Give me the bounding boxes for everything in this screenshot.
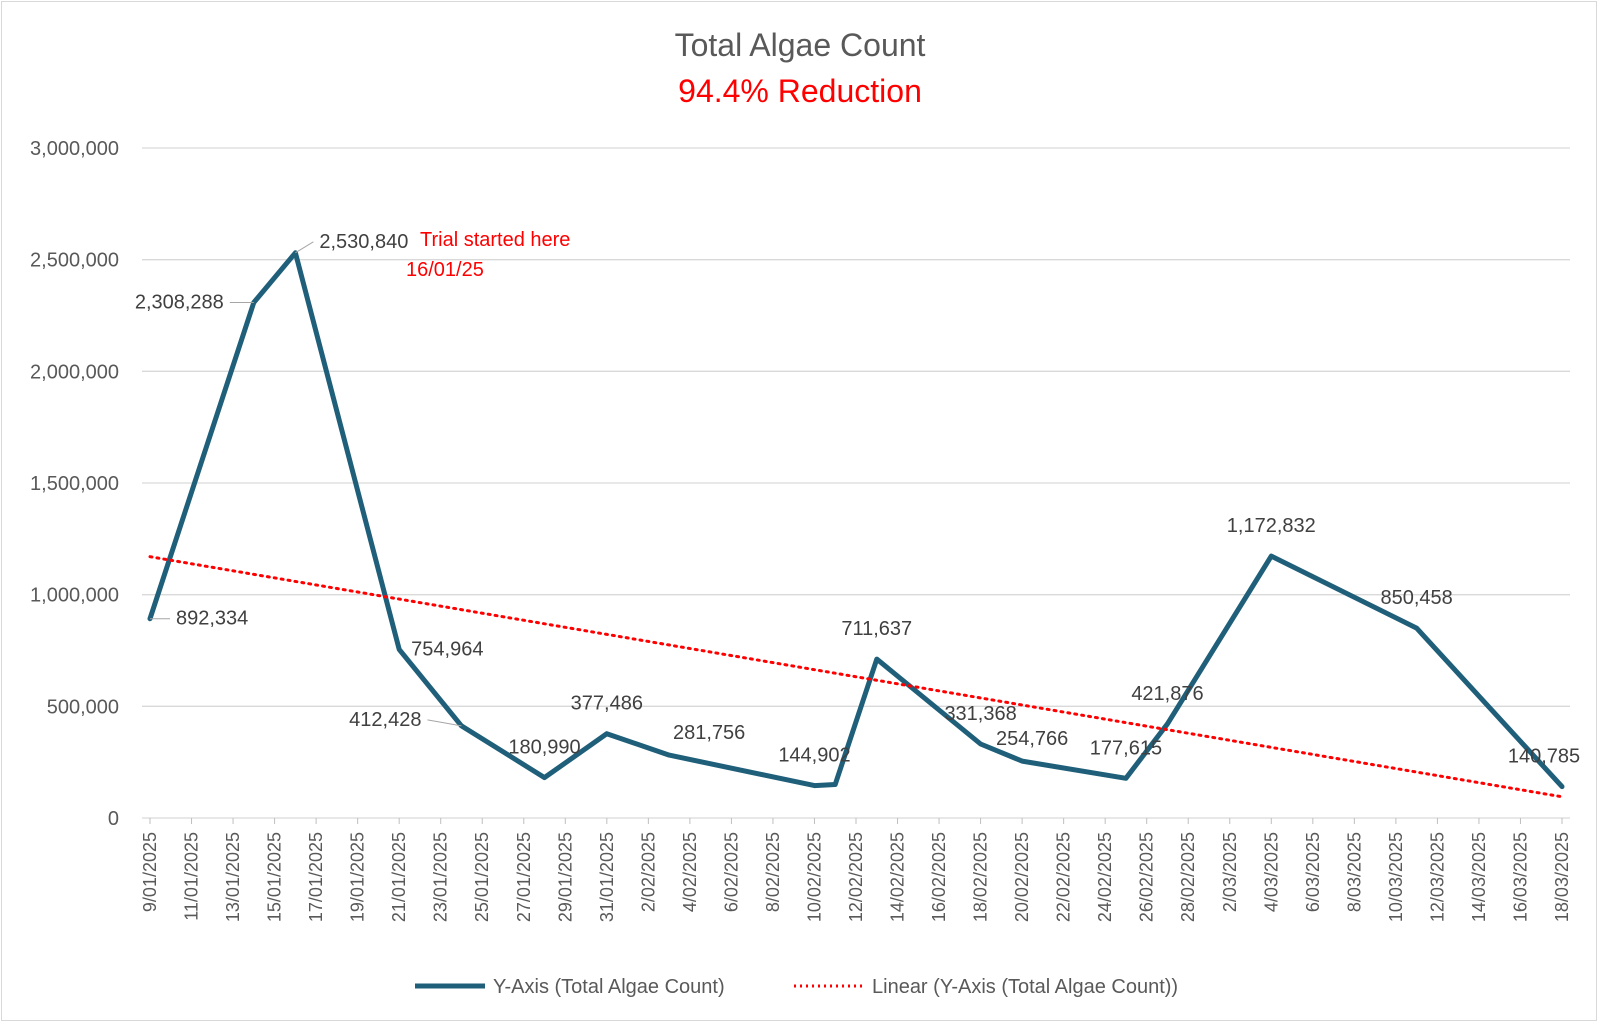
data-label: 144,902 bbox=[778, 745, 850, 767]
data-label-leader bbox=[427, 719, 462, 727]
data-label: 254,766 bbox=[996, 728, 1068, 750]
x-tick-label: 17/01/2025 bbox=[306, 832, 326, 922]
trendline-linear bbox=[148, 555, 1564, 799]
data-label: 711,637 bbox=[841, 618, 912, 640]
x-tick-label: 23/01/2025 bbox=[431, 832, 451, 922]
series-layer bbox=[147, 250, 1565, 799]
x-tick-label: 28/02/2025 bbox=[1178, 832, 1198, 922]
data-label: 754,964 bbox=[411, 638, 483, 660]
x-tick-label: 9/01/2025 bbox=[140, 832, 160, 912]
chart-title: Total Algae Count bbox=[675, 27, 926, 63]
legend-label-series: Y-Axis (Total Algae Count) bbox=[493, 976, 725, 998]
data-label: 377,486 bbox=[571, 693, 643, 715]
x-tick-label: 8/02/2025 bbox=[763, 832, 783, 912]
legend: Y-Axis (Total Algae Count) Linear (Y-Axi… bbox=[415, 976, 1178, 998]
x-tick-label: 12/02/2025 bbox=[846, 832, 866, 922]
data-label: 892,334 bbox=[176, 608, 248, 630]
x-tick-label: 2/02/2025 bbox=[638, 832, 658, 912]
y-axis-ticks: 0 500,000 1,000,000 1,500,000 2,000,000 2,500… bbox=[30, 138, 119, 830]
x-tick-label: 10/03/2025 bbox=[1386, 832, 1406, 922]
x-tick-label: 4/02/2025 bbox=[680, 832, 700, 912]
x-tick-label: 29/01/2025 bbox=[555, 832, 575, 922]
x-tick-label: 8/03/2025 bbox=[1344, 832, 1364, 912]
legend-label-trendline: Linear (Y-Axis (Total Algae Count)) bbox=[872, 976, 1178, 998]
y-tick-label: 500,000 bbox=[47, 696, 119, 718]
data-label: 421,876 bbox=[1131, 683, 1203, 705]
x-tick-label: 26/02/2025 bbox=[1137, 832, 1157, 922]
data-label: 281,756 bbox=[673, 722, 745, 744]
x-tick-label: 21/01/2025 bbox=[389, 832, 409, 922]
x-axis-ticks: 9/01/2025 11/01/2025 13/01/2025 15/01/2025 1… bbox=[140, 818, 1572, 922]
x-tick-label: 11/01/2025 bbox=[182, 832, 202, 921]
data-label: 850,458 bbox=[1380, 587, 1452, 609]
chart-subtitle: 94.4% Reduction bbox=[678, 73, 922, 109]
data-label: 2,530,840 bbox=[319, 231, 408, 253]
data-label: 180,990 bbox=[508, 737, 580, 759]
data-label: 177,615 bbox=[1090, 737, 1162, 759]
x-tick-label: 18/03/2025 bbox=[1552, 832, 1572, 922]
y-tick-label: 2,000,000 bbox=[30, 361, 119, 383]
data-label: 140,785 bbox=[1508, 746, 1580, 768]
x-tick-label: 4/03/2025 bbox=[1261, 832, 1281, 912]
x-tick-label: 14/03/2025 bbox=[1469, 832, 1489, 922]
x-tick-label: 13/01/2025 bbox=[223, 832, 243, 922]
data-label: 331,368 bbox=[944, 703, 1016, 725]
x-tick-label: 15/01/2025 bbox=[265, 832, 285, 922]
y-tick-label: 1,000,000 bbox=[30, 585, 119, 607]
annotation-trial-date: 16/01/25 bbox=[406, 259, 484, 281]
data-label: 412,428 bbox=[349, 709, 421, 731]
x-tick-label: 19/01/2025 bbox=[348, 832, 368, 922]
x-tick-label: 12/03/2025 bbox=[1427, 832, 1447, 922]
y-tick-label: 0 bbox=[108, 808, 119, 830]
x-tick-label: 22/02/2025 bbox=[1054, 832, 1074, 922]
data-label: 1,172,832 bbox=[1227, 515, 1316, 537]
data-label-leader bbox=[295, 241, 314, 254]
x-tick-label: 16/02/2025 bbox=[929, 832, 949, 922]
x-tick-label: 25/01/2025 bbox=[472, 832, 492, 922]
annotation-trial-started: Trial started here bbox=[420, 229, 570, 251]
data-label: 2,308,288 bbox=[135, 291, 224, 313]
x-tick-label: 31/01/2025 bbox=[597, 832, 617, 922]
y-tick-label: 3,000,000 bbox=[30, 138, 119, 160]
y-tick-label: 1,500,000 bbox=[30, 473, 119, 495]
x-tick-label: 16/03/2025 bbox=[1510, 832, 1530, 922]
x-tick-label: 10/02/2025 bbox=[804, 832, 824, 922]
y-tick-label: 2,500,000 bbox=[30, 250, 119, 272]
x-tick-label: 6/02/2025 bbox=[721, 832, 741, 912]
series-line-algae-count bbox=[147, 250, 1565, 790]
x-tick-label: 24/02/2025 bbox=[1095, 832, 1115, 922]
x-tick-label: 14/02/2025 bbox=[888, 832, 908, 922]
x-tick-label: 2/03/2025 bbox=[1220, 832, 1240, 912]
x-tick-label: 6/03/2025 bbox=[1303, 832, 1323, 912]
x-tick-label: 20/02/2025 bbox=[1012, 832, 1032, 922]
x-tick-label: 18/02/2025 bbox=[971, 832, 991, 922]
x-tick-label: 27/01/2025 bbox=[514, 832, 534, 922]
data-labels: 892,334 2,308,288 2,530,840 754,964 412,428 1… bbox=[135, 231, 1580, 768]
